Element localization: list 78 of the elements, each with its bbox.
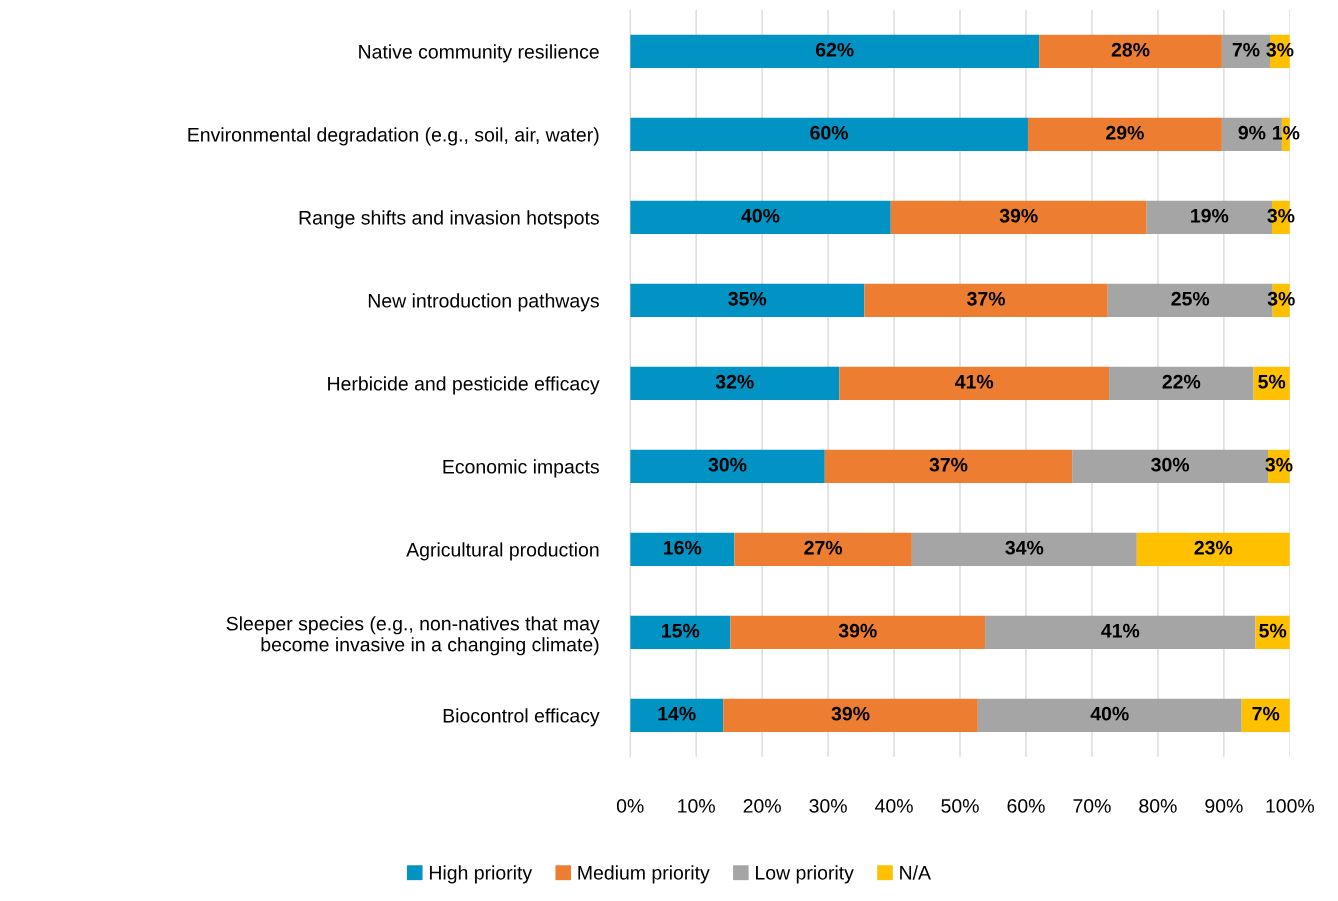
bar xyxy=(630,366,840,400)
x-tick-label: 70% xyxy=(1073,799,1111,813)
bar xyxy=(630,117,1028,151)
legend-label: N/A xyxy=(900,865,931,880)
data-label: 15% xyxy=(662,623,700,638)
bar xyxy=(630,449,825,483)
data-label: 7% xyxy=(1232,42,1260,57)
data-label: 30% xyxy=(708,457,747,472)
data-label: 22% xyxy=(1162,374,1201,389)
data-label: 32% xyxy=(715,374,754,389)
data-label: 23% xyxy=(1194,540,1233,555)
x-tick-label: 40% xyxy=(875,799,913,813)
data-label: 39% xyxy=(838,623,877,638)
bar xyxy=(630,698,724,732)
data-label: 37% xyxy=(967,291,1006,306)
x-tick-label: 0% xyxy=(616,799,644,813)
y-tick-label: New introduction pathways xyxy=(368,293,599,312)
data-label: 37% xyxy=(929,457,968,472)
bar xyxy=(730,615,986,649)
data-label: 28% xyxy=(1111,42,1150,57)
data-label: 34% xyxy=(1005,540,1044,555)
bar xyxy=(1136,532,1290,566)
y-tick-label: Range shifts and invasion hotspots xyxy=(299,210,599,229)
y-tick-label: Biocontrol efficacy xyxy=(443,708,600,727)
bar xyxy=(630,532,735,566)
bar xyxy=(864,283,1108,317)
legend-label: Low priority xyxy=(756,865,854,884)
x-tick-label: 90% xyxy=(1205,799,1243,813)
bar xyxy=(1109,366,1254,400)
bar xyxy=(630,615,731,649)
legend-label: High priority xyxy=(429,865,533,884)
data-label: 60% xyxy=(810,125,849,140)
x-tick-label: 10% xyxy=(678,799,715,813)
data-label: 27% xyxy=(804,540,843,555)
bar xyxy=(890,200,1147,234)
data-label: 9% xyxy=(1238,125,1266,140)
data-label: 29% xyxy=(1106,125,1144,140)
x-tick-label: 20% xyxy=(743,799,781,813)
data-label: 14% xyxy=(658,706,696,721)
data-label: 39% xyxy=(999,208,1038,223)
data-label: 41% xyxy=(955,374,994,389)
bar xyxy=(630,283,865,317)
bar xyxy=(1039,34,1222,69)
bar xyxy=(977,698,1242,732)
x-tick-label: 100% xyxy=(1266,799,1315,813)
x-tick-label: 30% xyxy=(809,799,847,813)
bar xyxy=(985,615,1256,649)
y-tick-label: Environmental degradation (e.g., soil, air, water) xyxy=(188,127,599,146)
bar xyxy=(723,698,978,732)
data-label: 40% xyxy=(1090,706,1129,721)
data-label: 40% xyxy=(741,208,780,223)
y-tick-label: Native community resilience xyxy=(359,44,599,63)
y-tick-label: Sleeper species (e.g., non-natives that may become invasive in a changing climate) xyxy=(226,616,600,656)
bar xyxy=(911,532,1137,566)
y-tick-label: Herbicide and pesticide efficacy xyxy=(328,376,600,395)
data-label: 5% xyxy=(1258,374,1286,389)
data-label: 35% xyxy=(728,291,767,306)
y-tick-label: Agricultural production xyxy=(406,542,599,561)
bar xyxy=(839,366,1110,400)
bar xyxy=(1027,117,1222,151)
data-label: 19% xyxy=(1191,208,1229,223)
x-tick-label: 50% xyxy=(941,799,979,813)
bar xyxy=(630,200,891,234)
data-label: 39% xyxy=(831,706,870,721)
x-tick-label: 80% xyxy=(1139,799,1177,813)
bar xyxy=(824,449,1073,483)
x-tick-label: 60% xyxy=(1007,799,1045,813)
data-label: 41% xyxy=(1101,623,1140,638)
data-label: 5% xyxy=(1259,623,1287,638)
legend-label: Medium priority xyxy=(578,865,710,884)
data-label: 16% xyxy=(664,540,702,555)
bar xyxy=(734,532,912,566)
data-label: 25% xyxy=(1171,291,1210,306)
data-label: 30% xyxy=(1151,457,1190,472)
data-label: 62% xyxy=(815,42,854,57)
y-tick-label: Economic impacts xyxy=(443,459,599,478)
bar xyxy=(630,34,1040,69)
data-label: 7% xyxy=(1252,706,1280,721)
